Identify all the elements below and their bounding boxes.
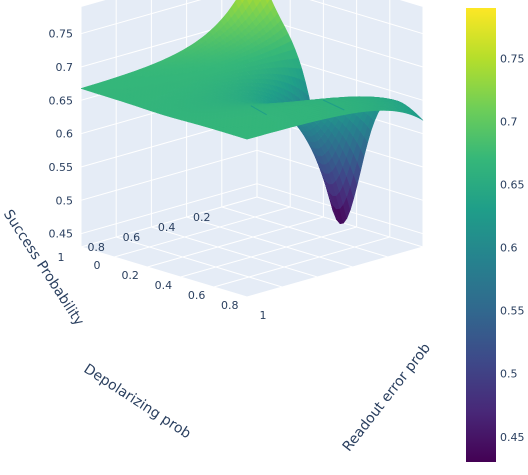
colorbar-tick-label: 0.7 bbox=[500, 116, 518, 129]
y-tick-label: 0.6 bbox=[123, 231, 141, 244]
colorbar-tick-label: 0.45 bbox=[500, 431, 525, 444]
gridline-x-floor bbox=[246, 246, 424, 298]
z-axis-title: Success Probability bbox=[0, 207, 87, 329]
z-tick-label: 0.75 bbox=[49, 28, 74, 41]
gridline-x-floor bbox=[114, 206, 291, 258]
y-tick-label: 0.2 bbox=[193, 211, 211, 224]
colorbar: 0.45 0.5 0.55 0.6 0.65 0.7 0.75 bbox=[466, 8, 525, 462]
x-tick-label: 0 bbox=[94, 259, 101, 272]
colorbar-tick-label: 0.5 bbox=[500, 368, 518, 381]
z-tick-label: 0.45 bbox=[49, 228, 74, 241]
gridline-x-floor bbox=[147, 216, 324, 268]
floor bbox=[81, 197, 423, 297]
z-tick-label: 0.5 bbox=[56, 194, 74, 207]
z-tick-label: 0.7 bbox=[56, 61, 74, 74]
axis-ticks: 0 0.2 0.4 0.6 0.8 1 0.2 0.4 0.6 0.8 1 0.45 0.5 0.55 0.… bbox=[49, 28, 267, 322]
y-axis-title: Depolarizing prob bbox=[81, 361, 194, 442]
y-tick-label: 1 bbox=[58, 251, 65, 264]
gridline-z-wall-x bbox=[256, 16, 424, 68]
surface-contour bbox=[250, 105, 267, 116]
x-tick-label: 0.2 bbox=[121, 269, 139, 282]
x-tick-label: 0.8 bbox=[221, 299, 239, 312]
surface-contour bbox=[322, 99, 345, 111]
colorbar-tick-label: 0.6 bbox=[500, 242, 518, 255]
x-tick-label: 0.6 bbox=[188, 289, 206, 302]
gridline-y-floor bbox=[186, 216, 353, 268]
colorbar-gradient bbox=[466, 8, 496, 462]
gridline-x-floor bbox=[213, 236, 390, 288]
gridline-z-wall-x bbox=[309, 0, 424, 35]
surface-patch bbox=[242, 136, 252, 140]
z-tick-label: 0.55 bbox=[49, 161, 74, 174]
surface-mesh bbox=[80, 0, 424, 225]
y-tick-label: 0.8 bbox=[87, 241, 105, 254]
z-tick-label: 0.65 bbox=[49, 94, 74, 107]
gridline-y-floor bbox=[151, 226, 318, 278]
gridline-z-wall-y bbox=[80, 149, 258, 201]
x-tick-label: 1 bbox=[260, 309, 267, 322]
colorbar-tick-label: 0.65 bbox=[500, 179, 525, 192]
y-tick-label: 0.4 bbox=[158, 221, 176, 234]
colorbar-tick-label: 0.55 bbox=[500, 305, 525, 318]
gridline-x-floor bbox=[80, 196, 258, 248]
gridline-z-wall-y bbox=[80, 183, 258, 235]
colorbar-tick-label: 0.75 bbox=[500, 52, 525, 65]
x-tick-label: 0.4 bbox=[155, 279, 173, 292]
z-tick-label: 0.6 bbox=[56, 128, 74, 141]
gridline-x-floor bbox=[180, 226, 357, 278]
gridline-y-floor bbox=[221, 206, 388, 258]
gridline-y-floor bbox=[116, 236, 283, 288]
x-axis-title: Readout error prob bbox=[340, 340, 434, 454]
colorbar-ticks: 0.45 0.5 0.55 0.6 0.65 0.7 0.75 bbox=[500, 52, 525, 443]
gridline-z-wall-y bbox=[80, 0, 202, 35]
gridline-y-floor bbox=[80, 246, 248, 298]
